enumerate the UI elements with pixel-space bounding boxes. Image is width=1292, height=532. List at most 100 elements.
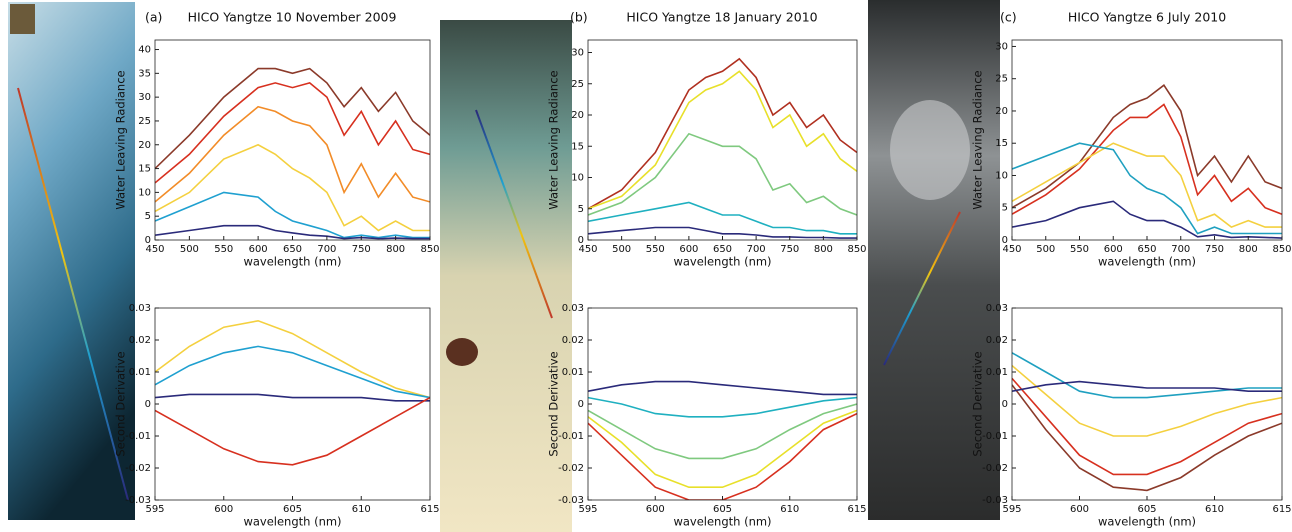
y-tick-label: -0.03 [558, 495, 584, 506]
x-tick-label: 600 [214, 504, 233, 515]
y-tick-label: 20 [138, 140, 151, 151]
y-tick-label: 0.02 [129, 335, 151, 346]
plot-area [1012, 40, 1282, 240]
plot-area [155, 308, 430, 500]
y-axis-label: Water Leaving Radiance [971, 70, 985, 209]
y-tick-label: 0.02 [986, 335, 1008, 346]
y-tick-label: 0 [1002, 235, 1008, 246]
y-axis-label: Water Leaving Radiance [547, 70, 561, 209]
x-tick-label: 500 [180, 244, 199, 255]
y-tick-label: 15 [571, 141, 584, 152]
chart-title: HICO Yangtze 18 January 2010 [626, 10, 817, 25]
y-tick-label: 25 [571, 79, 584, 90]
x-tick-label: 500 [612, 244, 631, 255]
x-tick-label: 550 [646, 244, 665, 255]
y-tick-label: 0 [145, 399, 151, 410]
y-tick-label: 10 [571, 173, 584, 184]
y-tick-label: -0.03 [125, 495, 151, 506]
x-tick-label: 800 [386, 244, 405, 255]
y-tick-label: 0 [1002, 399, 1008, 410]
y-tick-label: 25 [138, 116, 151, 127]
y-tick-label: -0.02 [558, 463, 584, 474]
x-tick-label: 615 [420, 504, 439, 515]
x-tick-label: 650 [1137, 244, 1156, 255]
y-axis-label: Second Derivative [547, 351, 561, 456]
y-tick-label: 25 [995, 74, 1008, 85]
y-axis-label: Second Derivative [114, 351, 128, 456]
x-tick-label: 550 [1070, 244, 1089, 255]
x-tick-label: 600 [646, 504, 665, 515]
y-tick-label: -0.01 [558, 431, 584, 442]
y-tick-label: 20 [995, 106, 1008, 117]
x-tick-label: 500 [1036, 244, 1055, 255]
x-tick-label: 605 [713, 504, 732, 515]
y-tick-label: 0 [145, 235, 151, 246]
y-tick-label: 35 [138, 68, 151, 79]
x-axis-label: wavelength (nm) [1098, 255, 1196, 269]
x-axis-label: wavelength (nm) [1098, 515, 1196, 529]
figure: 4505005506006507007508008500510152025303… [0, 0, 1292, 532]
x-tick-label: 615 [847, 504, 866, 515]
y-tick-label: 30 [571, 48, 584, 59]
x-tick-label: 610 [780, 504, 799, 515]
chart-title: HICO Yangtze 6 July 2010 [1068, 10, 1226, 25]
x-tick-label: 700 [747, 244, 766, 255]
x-tick-label: 650 [283, 244, 302, 255]
y-axis-label: Second Derivative [971, 351, 985, 456]
y-tick-label: 0.03 [986, 303, 1008, 314]
panel-label: (c) [1000, 10, 1017, 25]
x-tick-label: 750 [352, 244, 371, 255]
y-tick-label: 30 [995, 41, 1008, 52]
x-tick-label: 605 [1137, 504, 1156, 515]
y-axis-label: Water Leaving Radiance [114, 70, 128, 209]
x-axis-label: wavelength (nm) [673, 255, 771, 269]
x-tick-label: 610 [1205, 504, 1224, 515]
y-tick-label: 0 [578, 399, 584, 410]
x-axis-label: wavelength (nm) [673, 515, 771, 529]
plot-area [588, 308, 857, 500]
y-tick-label: 0.01 [986, 367, 1008, 378]
y-tick-label: 0.03 [562, 303, 584, 314]
y-tick-label: 5 [578, 204, 584, 215]
plot-area [155, 40, 430, 240]
x-tick-label: 850 [847, 244, 866, 255]
y-tick-label: 5 [145, 211, 151, 222]
x-tick-label: 850 [1272, 244, 1291, 255]
y-tick-label: 15 [138, 164, 151, 175]
plot-area [588, 40, 857, 240]
x-axis-label: wavelength (nm) [243, 255, 341, 269]
y-tick-label: -0.03 [982, 495, 1008, 506]
x-tick-label: 600 [1104, 244, 1123, 255]
y-tick-label: 0.03 [129, 303, 151, 314]
x-tick-label: 605 [283, 504, 302, 515]
x-axis-label: wavelength (nm) [243, 515, 341, 529]
y-tick-label: 10 [995, 170, 1008, 181]
y-tick-label: -0.02 [125, 463, 151, 474]
x-tick-label: 700 [317, 244, 336, 255]
y-tick-label: -0.01 [982, 431, 1008, 442]
y-tick-label: 40 [138, 45, 151, 56]
y-tick-label: 10 [138, 187, 151, 198]
x-tick-label: 600 [1070, 504, 1089, 515]
x-tick-label: 800 [1239, 244, 1258, 255]
x-tick-label: 610 [352, 504, 371, 515]
x-tick-label: 800 [814, 244, 833, 255]
plot-area [1012, 308, 1282, 500]
x-tick-label: 750 [780, 244, 799, 255]
x-tick-label: 850 [420, 244, 439, 255]
x-tick-label: 600 [249, 244, 268, 255]
y-tick-label: 0 [578, 235, 584, 246]
x-tick-label: 600 [679, 244, 698, 255]
x-tick-label: 650 [713, 244, 732, 255]
x-tick-label: 550 [214, 244, 233, 255]
y-tick-label: -0.01 [125, 431, 151, 442]
y-tick-label: 5 [1002, 203, 1008, 214]
y-tick-label: 20 [571, 110, 584, 121]
y-tick-label: 0.02 [562, 335, 584, 346]
y-tick-label: 30 [138, 92, 151, 103]
chart: 4505005506006507007508008500510152025303… [0, 0, 1292, 532]
x-tick-label: 700 [1171, 244, 1190, 255]
y-tick-label: 0.01 [129, 367, 151, 378]
panel-label: (a) [145, 10, 162, 25]
y-tick-label: -0.02 [982, 463, 1008, 474]
